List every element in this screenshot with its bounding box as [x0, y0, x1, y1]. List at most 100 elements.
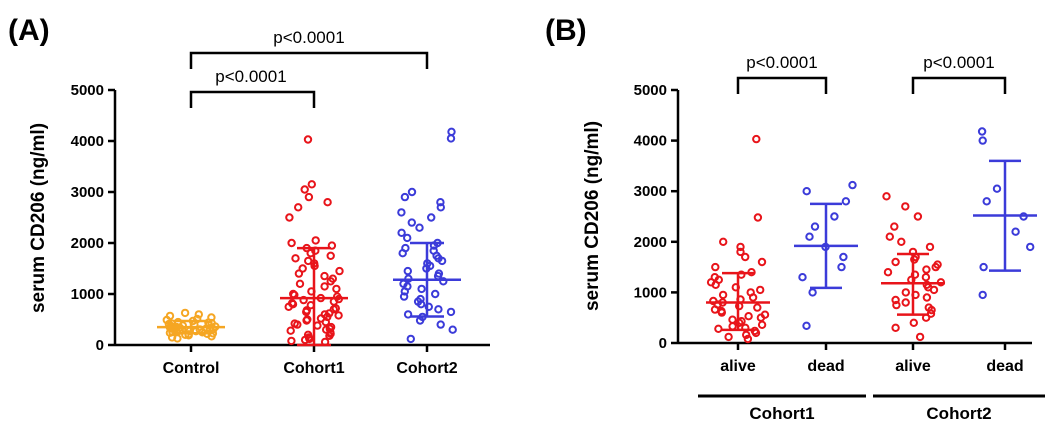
data-point — [403, 310, 413, 319]
panel-a-label: (A) — [8, 14, 50, 47]
data-point — [285, 213, 294, 222]
data-point — [332, 284, 341, 294]
y-tick-label: 5000 — [71, 82, 104, 99]
data-point — [921, 273, 931, 282]
data-point — [798, 273, 807, 282]
data-point — [724, 332, 733, 342]
y-tick-label: 1000 — [634, 284, 667, 301]
x-tick-label: alive — [895, 358, 931, 375]
data-point — [194, 310, 204, 319]
data-point — [744, 312, 753, 321]
data-point — [311, 236, 320, 245]
data-point — [403, 233, 412, 243]
data-point — [982, 197, 991, 206]
data-point — [304, 192, 314, 202]
data-point — [922, 280, 931, 289]
data-point — [810, 222, 820, 231]
data-point — [291, 254, 300, 263]
data-point — [922, 265, 931, 274]
data-point — [752, 134, 761, 144]
data-point — [294, 269, 304, 278]
data-point — [406, 334, 415, 344]
data-point — [802, 187, 811, 196]
data-point — [1026, 242, 1035, 252]
data-point — [320, 310, 329, 319]
data-point — [891, 323, 900, 332]
data-point — [397, 228, 406, 238]
data-point — [304, 256, 313, 266]
y-tick-label: 3000 — [634, 183, 667, 200]
y-tick-label: 0 — [96, 337, 104, 354]
data-point — [839, 252, 848, 262]
data-point — [327, 241, 337, 250]
data-point — [901, 288, 910, 297]
data-point — [424, 302, 433, 311]
data-point — [883, 268, 893, 277]
data-point — [447, 127, 456, 137]
panel-b-y-axis-title: serum CD206 (ng/ml) — [582, 121, 603, 311]
data-point — [760, 310, 770, 319]
data-point — [1011, 227, 1020, 236]
data-point — [446, 134, 456, 143]
significance-label: p<0.0001 — [273, 28, 344, 47]
significance-bracket — [911, 76, 1007, 94]
data-point — [719, 237, 728, 247]
data-point — [334, 311, 343, 320]
data-point — [830, 212, 839, 221]
x-tick-label: dead — [986, 358, 1023, 375]
significance-label: p<0.0001 — [746, 53, 817, 72]
panel-b-axes: 0 1000 2000 3000 4000 5000 alive dead alive dead p… — [634, 53, 1045, 423]
data-point — [427, 213, 436, 222]
data-point — [805, 232, 814, 241]
y-tick-label: 2000 — [634, 234, 667, 251]
data-point — [736, 247, 745, 257]
data-point — [436, 203, 445, 212]
y-tick-label: 3000 — [71, 184, 104, 201]
y-tick-label: 5000 — [634, 82, 667, 99]
panel-a-marks — [157, 127, 461, 347]
data-point — [431, 289, 440, 299]
data-point — [757, 320, 767, 329]
data-point — [415, 223, 424, 232]
x-tick-label: Control — [163, 360, 220, 377]
data-point — [913, 212, 923, 221]
data-point — [753, 303, 762, 312]
data-point — [924, 303, 933, 312]
panel-b: (B) serum CD206 (ng/ml) 0 1000 2000 3000 400… — [545, 14, 1045, 423]
data-point — [977, 127, 987, 136]
data-point — [307, 180, 316, 189]
data-point — [207, 313, 216, 322]
data-point — [711, 262, 720, 272]
data-point — [925, 242, 935, 252]
data-point — [897, 237, 906, 247]
data-point — [756, 285, 765, 295]
data-point — [978, 136, 987, 145]
data-point — [978, 290, 987, 300]
data-point — [325, 309, 334, 318]
panel-a-y-axis-title: serum CD206 (ng/ml) — [28, 123, 49, 313]
y-tick-label: 2000 — [71, 235, 104, 252]
data-point — [287, 336, 296, 346]
panel-b-label: (B) — [545, 14, 587, 47]
data-point — [736, 242, 745, 252]
data-point — [436, 320, 445, 329]
data-point — [728, 315, 737, 324]
data-point — [901, 202, 910, 211]
data-point — [302, 306, 311, 315]
data-point — [298, 264, 307, 273]
data-point — [287, 238, 296, 248]
x-tick-label: dead — [807, 358, 844, 375]
y-tick-label: 0 — [659, 335, 667, 352]
panel-a-axes: 0 1000 2000 3000 4000 5000 Control Cohort1 Cohor… — [71, 28, 490, 377]
data-point — [290, 319, 299, 328]
data-point — [303, 330, 313, 339]
y-tick-label: 4000 — [71, 133, 104, 150]
data-point — [286, 326, 295, 335]
data-point — [742, 330, 751, 340]
data-point — [933, 260, 942, 269]
data-point — [399, 292, 409, 301]
x-tick-label: Cohort1 — [283, 360, 344, 377]
panel-a: (A) serum CD206 (ng/ml) 0 1000 2000 3000 400… — [8, 14, 490, 377]
data-point — [885, 232, 894, 241]
data-point — [303, 135, 313, 144]
